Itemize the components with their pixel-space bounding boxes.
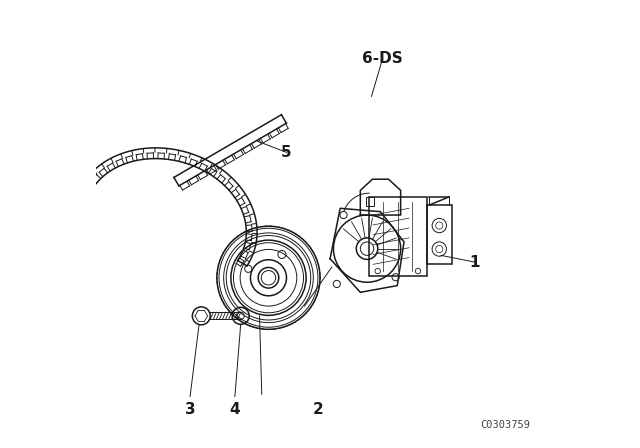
Bar — [365, 198, 374, 207]
Text: 4: 4 — [230, 402, 240, 418]
Text: C0303759: C0303759 — [481, 420, 531, 430]
Text: 5: 5 — [281, 145, 292, 160]
Text: 3: 3 — [185, 402, 195, 418]
Text: 6-DS: 6-DS — [362, 51, 403, 66]
Bar — [427, 205, 452, 264]
Text: 1: 1 — [469, 254, 480, 270]
Bar — [369, 197, 427, 276]
Text: 2: 2 — [312, 402, 323, 418]
